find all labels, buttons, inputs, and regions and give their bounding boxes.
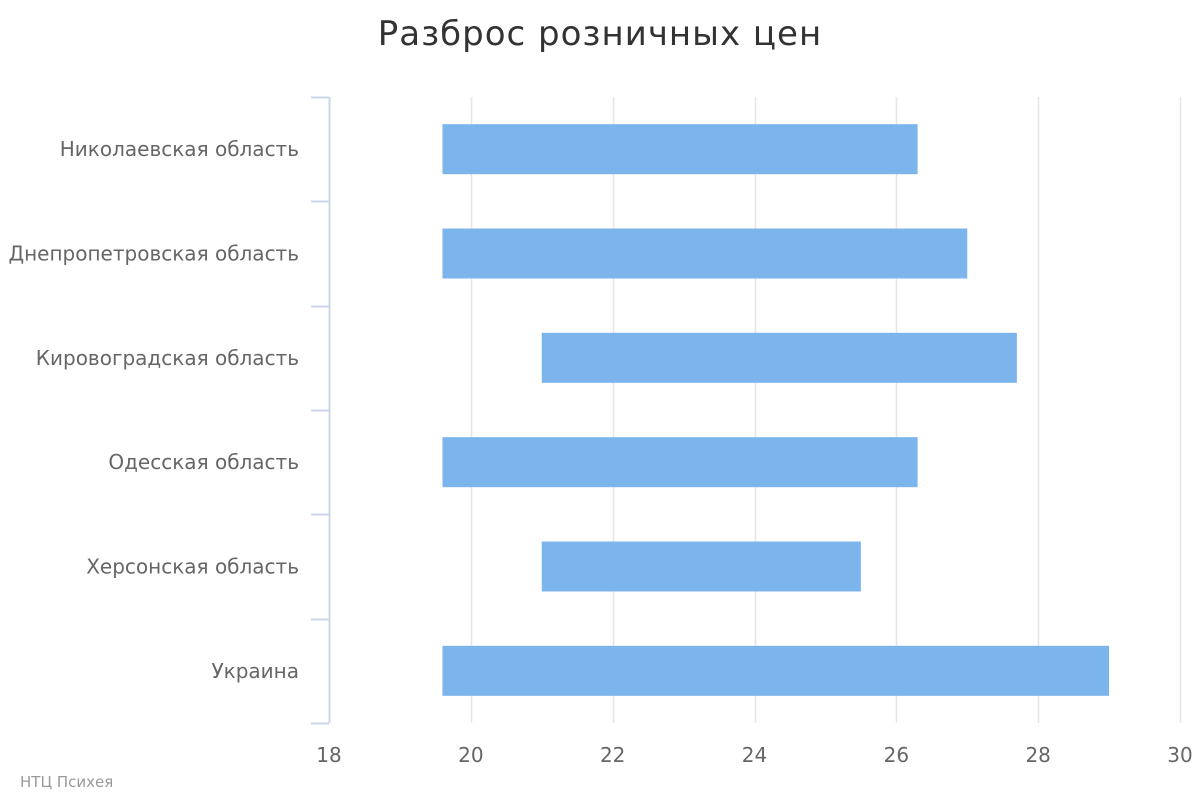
x-tick-label-6: 30 — [1167, 743, 1192, 767]
credits-label: НТЦ Психея — [20, 773, 114, 791]
chart-title: Разброс розничных цен — [377, 14, 823, 54]
category-label-5: Украина — [211, 659, 299, 683]
category-axis — [311, 96, 331, 725]
bar-1[interactable] — [442, 228, 968, 279]
category-label-2: Кировоградская область — [36, 346, 299, 370]
x-tick-label-2: 22 — [600, 743, 625, 767]
x-tick-label-4: 26 — [884, 743, 909, 767]
x-tick-label-1: 20 — [458, 743, 483, 767]
bar-4[interactable] — [541, 541, 861, 592]
x-tick-label-0: 18 — [316, 743, 341, 767]
category-label-3: Одесская область — [108, 450, 299, 474]
x-tick-label-5: 28 — [1025, 743, 1050, 767]
value-axis-labels: 18 20 22 24 26 28 30 — [316, 743, 1192, 767]
category-label-0: Николаевская область — [60, 137, 299, 161]
bar-0[interactable] — [442, 124, 918, 175]
category-label-4: Херсонская область — [86, 555, 299, 579]
category-labels: Николаевская область Днепропетровская обл… — [8, 137, 299, 683]
category-label-1: Днепропетровская область — [8, 242, 299, 266]
x-tick-label-3: 24 — [742, 743, 767, 767]
grid-lines — [470, 97, 1182, 723]
bar-3[interactable] — [442, 437, 918, 488]
bar-2[interactable] — [541, 332, 1017, 383]
bars — [442, 124, 1110, 696]
bar-5[interactable] — [442, 645, 1110, 696]
